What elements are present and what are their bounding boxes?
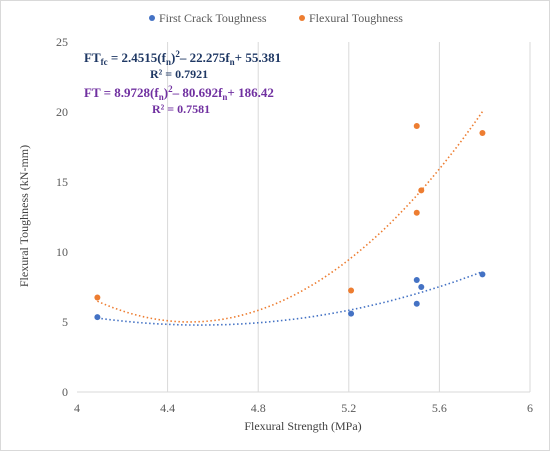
eq2-middle: – 80.692f [172,85,224,100]
y-tick-label: 0 [62,385,68,399]
x-tick-label: 4 [74,401,80,415]
trendlines [97,111,484,326]
eq1-sub-n2: n [230,57,235,67]
eq1-sup-2: 2 [175,49,180,59]
data-point-series-0 [94,314,101,321]
eq2-const: + 186.42 [227,85,273,100]
first-crack-equation: FTfc = 2.4515(fn)2– 22.275fn+ 55.381 R² … [84,49,281,81]
data-points [94,123,486,321]
data-point-series-0 [413,300,420,307]
x-tick-label: 4.8 [251,401,266,415]
legend-label-flexural: Flexural Toughness [309,11,403,25]
data-point-series-0 [413,277,420,283]
eq2-start: FT = 8.9728(f [84,85,159,100]
y-tick-label: 10 [56,245,68,259]
y-tick-label: 25 [56,35,68,49]
eq1-sub-n1: n [166,57,171,67]
trendline-series-1 [97,111,484,323]
eq1-middle: – 22.275f [179,50,231,65]
data-point-series-1 [413,209,420,216]
x-tick-label: 5.2 [341,401,356,415]
flexural-equation: FT = 8.9728(fn)2– 80.692fn+ 186.42 R² = … [84,84,274,116]
eq1-ft: FT [84,50,101,65]
x-axis-title: Flexural Strength (MPa) [244,419,361,433]
data-point-series-1 [348,287,355,294]
data-point-series-0 [418,284,425,290]
x-tick-labels: 4 4.4 4.8 5.2 5.6 6 [74,401,533,415]
legend: First Crack Toughness Flexural Toughness [149,11,403,25]
svg-text:FT = 8.9728(fn)2– 80.692fn+ 18: FT = 8.9728(fn)2– 80.692fn+ 186.42 [84,84,274,102]
y-tick-label: 15 [56,175,68,189]
legend-label-first-crack: First Crack Toughness [159,11,267,25]
data-point-series-0 [479,271,486,278]
data-point-series-1 [479,130,486,136]
data-point-series-1 [418,187,425,194]
eq1-const: + 55.381 [235,50,281,65]
eq2-sub-n2: n [222,92,227,102]
eq2-paren: ) [164,85,168,100]
first-crack-r2: R² = 0.7921 [150,67,208,81]
y-axis-title: Flexural Toughness (kN-mm) [17,145,31,287]
data-point-series-1 [413,123,420,129]
data-point-series-1 [94,294,101,301]
y-tick-label: 5 [62,315,68,329]
eq1-sub-fc: fc [101,57,108,67]
legend-marker-first-crack [149,15,155,21]
eq1-paren: ) [171,50,175,65]
y-tick-labels: 0 5 10 15 20 25 [56,35,68,399]
grid-lines [167,42,531,392]
eq2-sub-n1: n [159,92,164,102]
x-tick-label: 6 [527,401,533,415]
eq1-rest: = 2.4515(f [108,50,167,65]
eq2-sup-2: 2 [168,84,173,94]
x-tick-label: 4.4 [160,401,175,415]
flexural-r2: R² = 0.7581 [152,102,210,116]
trendline-series-0 [97,270,483,326]
x-tick-label: 5.6 [432,401,447,415]
y-tick-label: 20 [56,105,68,119]
legend-marker-flexural [299,15,305,21]
data-point-series-0 [348,310,355,317]
svg-text:FTfc = 2.4515(fn)2– 22.275fn+: FTfc = 2.4515(fn)2– 22.275fn+ 55.381 [84,49,281,67]
